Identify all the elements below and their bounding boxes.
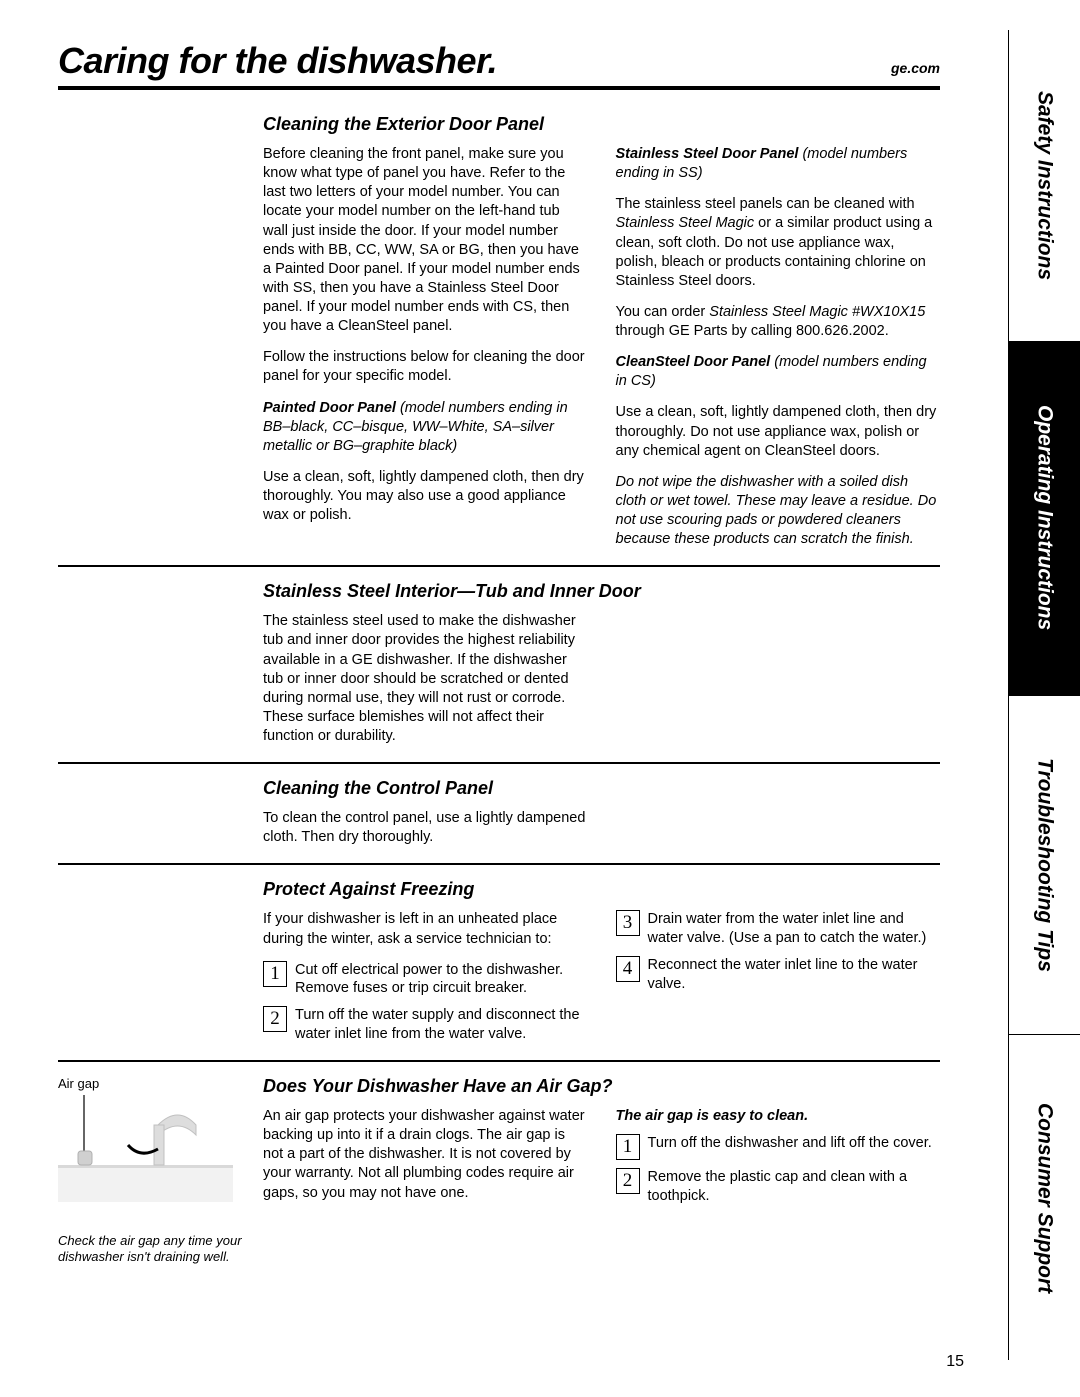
- step-text: Turn off the dishwasher and lift off the…: [648, 1134, 941, 1160]
- airgap-step-1: 1 Turn off the dishwasher and lift off t…: [616, 1134, 941, 1160]
- section-exterior-door: Cleaning the Exterior Door Panel Before …: [58, 114, 940, 567]
- airgap-easy: The air gap is easy to clean.: [616, 1107, 941, 1126]
- diagram-label: Air gap: [58, 1076, 253, 1091]
- airgap-step-2: 2 Remove the plastic cap and clean with …: [616, 1168, 941, 1206]
- freeze-step-2: 2 Turn off the water supply and disconne…: [263, 1006, 588, 1044]
- cs-instructions: Use a clean, soft, lightly dampened clot…: [616, 403, 941, 460]
- painted-instructions: Use a clean, soft, lightly dampened clot…: [263, 468, 588, 525]
- tab-safety[interactable]: Safety Instructions: [1009, 30, 1080, 342]
- heading-freezing: Protect Against Freezing: [263, 879, 940, 900]
- step-number: 1: [616, 1134, 640, 1160]
- step-number: 3: [616, 910, 640, 936]
- tab-operating[interactable]: Operating Instructions: [1009, 342, 1080, 696]
- ss-runin: Stainless Steel Door Panel: [616, 146, 799, 162]
- diagram-caption: Check the air gap any time your dishwash…: [58, 1233, 253, 1266]
- step-text: Cut off electrical power to the dishwash…: [295, 961, 588, 999]
- exterior-p2: Follow the instructions below for cleani…: [263, 348, 588, 386]
- cs-runin: CleanSteel Door Panel: [616, 354, 771, 370]
- step-text: Turn off the water supply and disconnect…: [295, 1006, 588, 1044]
- ss-p1: The stainless steel panels can be cleane…: [616, 195, 941, 291]
- page-header: Caring for the dishwasher. ge.com: [58, 40, 940, 90]
- site-label: ge.com: [891, 60, 940, 82]
- step-number: 2: [616, 1168, 640, 1194]
- section-control-panel: Cleaning the Control Panel To clean the …: [58, 778, 940, 865]
- control-p1: To clean the control panel, use a lightl…: [263, 809, 588, 847]
- painted-panel-intro: Painted Door Panel (model numbers ending…: [263, 399, 588, 456]
- freezing-intro: If your dishwasher is left in an unheate…: [263, 910, 588, 948]
- page-number: 15: [946, 1353, 964, 1371]
- section-air-gap: Air gap: [58, 1076, 940, 1266]
- step-text: Drain water from the water inlet line an…: [648, 910, 941, 948]
- exterior-warning: Do not wipe the dishwasher with a soiled…: [616, 473, 941, 550]
- heading-airgap: Does Your Dishwasher Have an Air Gap?: [263, 1076, 940, 1097]
- tab-troubleshooting[interactable]: Troubleshooting Tips: [1009, 696, 1080, 1036]
- freeze-step-4: 4 Reconnect the water inlet line to the …: [616, 956, 941, 994]
- airgap-p1: An air gap protects your dishwasher agai…: [263, 1107, 588, 1203]
- interior-p1: The stainless steel used to make the dis…: [263, 612, 588, 746]
- section-freezing: Protect Against Freezing If your dishwas…: [58, 879, 940, 1062]
- side-tabs: Safety Instructions Operating Instructio…: [1008, 30, 1080, 1360]
- section-interior-tub: Stainless Steel Interior—Tub and Inner D…: [58, 581, 940, 764]
- exterior-p1: Before cleaning the front panel, make su…: [263, 145, 588, 336]
- ss-panel-intro: Stainless Steel Door Panel (model number…: [616, 145, 941, 183]
- painted-runin: Painted Door Panel: [263, 400, 396, 416]
- heading-exterior: Cleaning the Exterior Door Panel: [263, 114, 940, 135]
- heading-control: Cleaning the Control Panel: [263, 778, 940, 799]
- step-number: 1: [263, 961, 287, 987]
- step-text: Reconnect the water inlet line to the wa…: [648, 956, 941, 994]
- tab-consumer-support[interactable]: Consumer Support: [1009, 1035, 1080, 1360]
- cs-panel-intro: CleanSteel Door Panel (model numbers end…: [616, 353, 941, 391]
- heading-interior: Stainless Steel Interior—Tub and Inner D…: [263, 581, 940, 602]
- freeze-step-3: 3 Drain water from the water inlet line …: [616, 910, 941, 948]
- air-gap-diagram: [58, 1095, 238, 1225]
- page-title: Caring for the dishwasher.: [58, 40, 497, 82]
- step-number: 2: [263, 1006, 287, 1032]
- freeze-step-1: 1 Cut off electrical power to the dishwa…: [263, 961, 588, 999]
- step-number: 4: [616, 956, 640, 982]
- step-text: Remove the plastic cap and clean with a …: [648, 1168, 941, 1206]
- ss-p2: You can order Stainless Steel Magic #WX1…: [616, 303, 941, 341]
